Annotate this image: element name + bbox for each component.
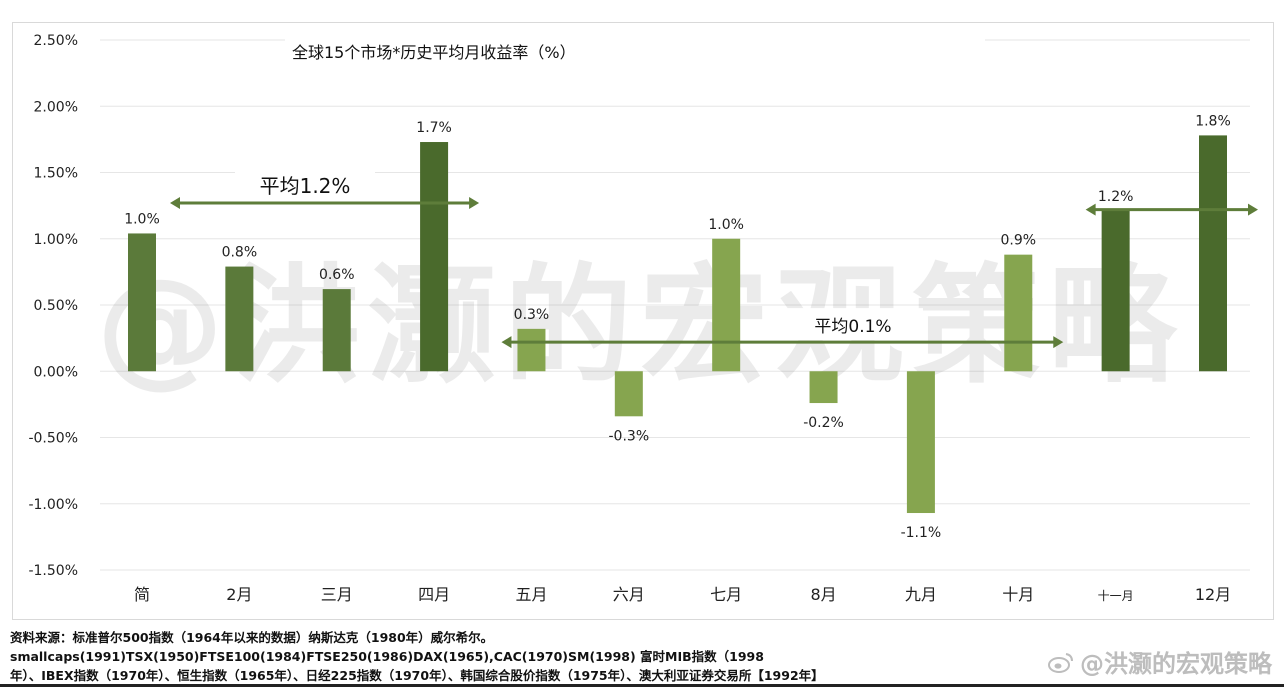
- data-label: -1.1%: [901, 525, 942, 541]
- y-axis-ticks: 2.50% 2.00% 1.50% 1.00% 0.50% 0.00% -0.50% -1.0…: [28, 33, 78, 579]
- chart-title: 全球15个市场*历史平均月收益率（%）: [292, 43, 576, 62]
- bottom-rule: [0, 684, 1284, 687]
- x-tick-label: 四月: [418, 585, 450, 604]
- x-tick-label: 六月: [613, 585, 645, 604]
- data-label: 1.0%: [124, 211, 160, 227]
- arrow-head: [1248, 203, 1258, 216]
- chart-frame: [12, 22, 1274, 620]
- data-label: -0.2%: [803, 415, 844, 431]
- bar: [420, 142, 449, 372]
- data-label: 1.2%: [1098, 189, 1134, 205]
- data-label: 0.3%: [514, 307, 550, 323]
- y-tick-label: 0.50%: [34, 298, 78, 314]
- data-label: 0.8%: [222, 245, 258, 261]
- y-tick-label: -1.00%: [28, 497, 78, 513]
- arrow-head: [1085, 203, 1096, 216]
- x-tick-label: 七月: [710, 585, 742, 604]
- data-label: 0.9%: [1000, 233, 1036, 249]
- x-tick-label: 五月: [515, 585, 547, 604]
- x-tick-label: 2月: [226, 585, 252, 604]
- bottom-watermark: @洪灏的宏观策略: [1048, 644, 1272, 679]
- arrow-head: [501, 336, 512, 349]
- y-tick-label: -1.50%: [28, 563, 78, 579]
- y-tick-label: 0.00%: [34, 364, 78, 380]
- annotations: 平均1.2% 平均0.1%: [170, 168, 1258, 349]
- bar: [1004, 254, 1033, 372]
- x-tick-label: 三月: [321, 585, 353, 604]
- annotation-box: [235, 168, 375, 201]
- annotation-box: [783, 308, 923, 341]
- data-label: -0.3%: [609, 428, 650, 444]
- bar-chart: @洪灏的宏观策略 1.0%0.8%0.6%1.7%0.3%-0.3%1.0%-0…: [28, 33, 1258, 604]
- arrow-head: [1053, 336, 1064, 349]
- bar: [128, 233, 156, 372]
- y-tick-label: 2.50%: [34, 33, 78, 49]
- annotation-label: 平均1.2%: [260, 174, 351, 198]
- x-tick-label: 12月: [1195, 585, 1231, 604]
- bar: [1199, 135, 1227, 372]
- bar: [517, 328, 546, 372]
- y-tick-label: 1.00%: [34, 232, 78, 248]
- x-tick-label: 8月: [810, 585, 836, 604]
- footnote-line-1: 资料来源：标准普尔500指数（1964年以来的数据）纳斯达克（1980年）威尔希…: [10, 630, 764, 664]
- data-label: 0.6%: [319, 267, 355, 283]
- y-tick-label: 1.50%: [34, 166, 78, 182]
- bar: [906, 371, 935, 514]
- bar: [809, 371, 838, 404]
- x-tick-label: 简: [134, 585, 150, 604]
- annotation-label: 平均0.1%: [814, 317, 891, 337]
- weibo-icon: [1048, 652, 1073, 673]
- data-label: 1.7%: [416, 120, 452, 136]
- bar: [712, 238, 741, 372]
- arrow-head: [469, 196, 480, 209]
- x-axis-ticks: 简 2月 三月 四月 五月 六月 七月 8月 九月 十月 十一月 12月: [134, 585, 1231, 604]
- bar: [322, 289, 351, 372]
- data-labels: 1.0% 0.8% 0.6% 1.7% 0.3% -0.3% 1.0% -0.2% -1.1% 0…: [124, 113, 1231, 541]
- chart-title-group: 全球15个市场*历史平均月收益率（%）: [285, 36, 985, 72]
- y-tick-label: -0.50%: [28, 431, 78, 447]
- x-tick-label: 十一月: [1098, 589, 1134, 603]
- arrow-head: [170, 196, 180, 209]
- y-tick-label: 2.00%: [34, 99, 78, 115]
- source-footnote: 资料来源：标准普尔500指数（1964年以来的数据）纳斯达克（1980年）威尔希…: [10, 628, 970, 685]
- x-tick-label: 十月: [1002, 585, 1034, 604]
- bar: [614, 371, 643, 417]
- bar: [225, 266, 254, 372]
- footnote-line-2: 年）、IBEX指数（1970年）、恒生指数（1965年）、日经225指数（197…: [10, 668, 824, 683]
- title-background: [285, 36, 985, 72]
- bottom-watermark-text: @洪灏的宏观策略: [1080, 650, 1272, 678]
- bar: [1101, 210, 1130, 372]
- bars: [128, 135, 1227, 514]
- data-label: 1.0%: [708, 217, 744, 233]
- data-label: 1.8%: [1195, 113, 1231, 129]
- x-tick-label: 九月: [905, 585, 937, 604]
